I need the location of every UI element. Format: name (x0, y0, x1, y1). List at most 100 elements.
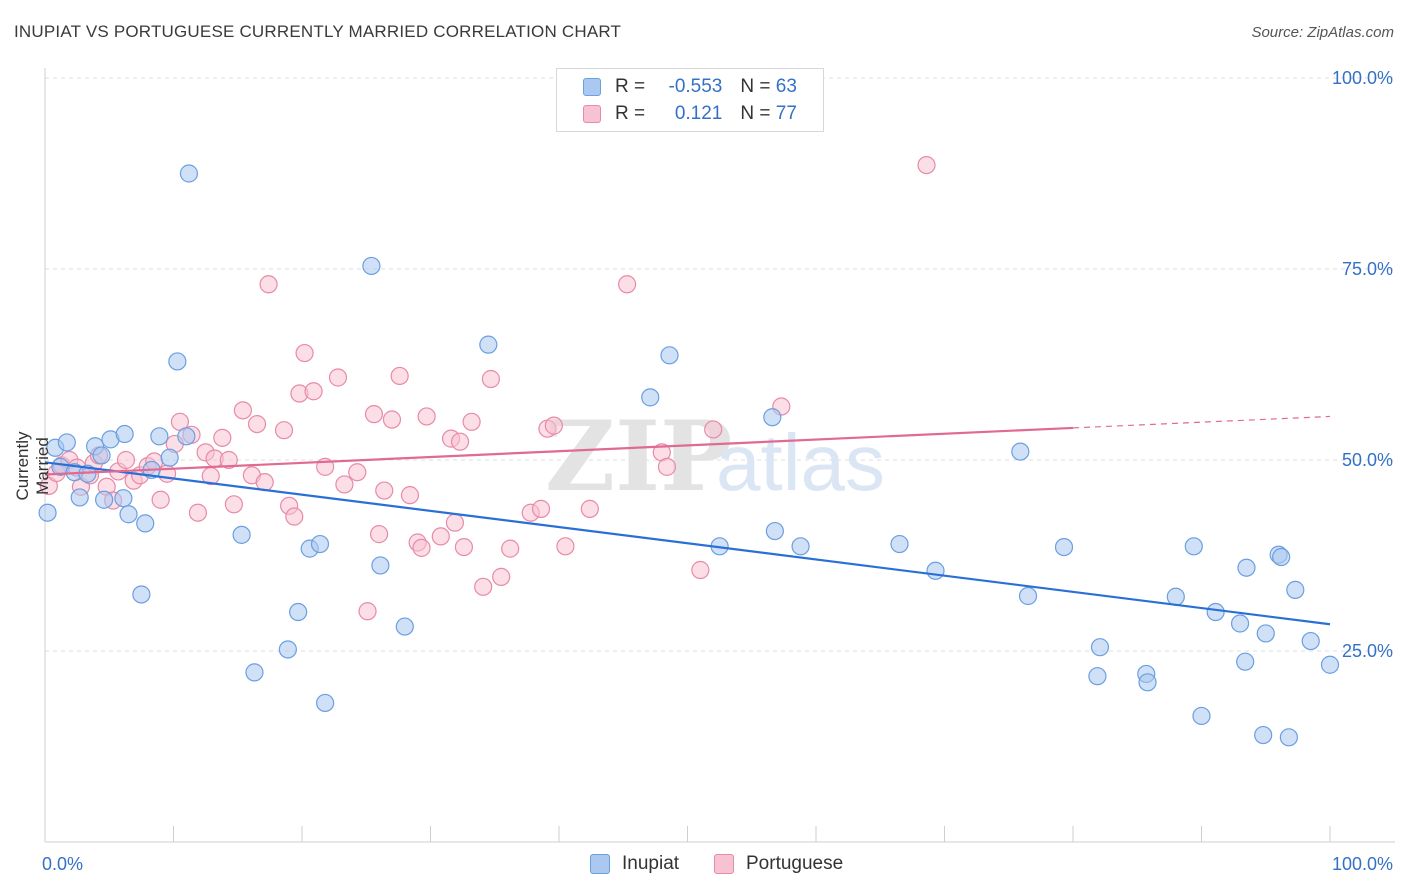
inupiat-point (136, 514, 155, 533)
inupiat-point (278, 640, 297, 659)
portuguese-point (501, 539, 520, 558)
portuguese-point (358, 602, 377, 621)
grid-layer (45, 77, 1395, 652)
watermark-zip: ZIP (545, 400, 732, 513)
portuguese-point (580, 499, 599, 518)
y-tick-label: 50.0% (1342, 450, 1393, 470)
inupiat-point (1054, 537, 1074, 557)
portuguese-point (259, 275, 278, 294)
y-tick-label: 100.0% (1332, 68, 1393, 88)
portuguese-swatch (714, 854, 734, 874)
portuguese-point (375, 481, 394, 500)
inupiat-point (132, 585, 151, 604)
y-tick-label: 25.0% (1342, 641, 1393, 661)
correlation-legend: R = -0.553 N = 63 R = 0.121 N = 77 (556, 68, 824, 132)
legend-row-portuguese: R = 0.121 N = 77 (583, 102, 797, 126)
inupiat-point (479, 335, 498, 354)
portuguese-point (255, 473, 274, 492)
portuguese-point (445, 513, 465, 532)
chart-source: Source: ZipAtlas.com (1251, 24, 1394, 41)
portuguese-point (492, 567, 511, 586)
portuguese-point (348, 463, 367, 482)
portuguese-point (370, 525, 389, 544)
inupiat-point (926, 561, 945, 580)
inupiat-point (763, 408, 782, 427)
inupiat-point (114, 489, 133, 508)
inupiat-point (1301, 631, 1320, 651)
inupiat-point (168, 352, 187, 371)
inupiat-point (641, 388, 660, 407)
portuguese-point (462, 412, 481, 431)
portuguese-point (618, 275, 637, 294)
inupiat-swatch (590, 854, 610, 874)
portuguese-point (285, 507, 304, 526)
tick-layer: 25.0% 50.0% 75.0% 100.0% 0.0% 100.0% (42, 68, 1393, 874)
portuguese-point (247, 414, 267, 434)
portuguese-point (390, 366, 409, 386)
portuguese-point (304, 382, 323, 401)
legend-r-value: 0.121 (674, 103, 723, 124)
portuguese-point (544, 416, 563, 435)
y-tick-label: 75.0% (1342, 259, 1393, 279)
legend-r-label: R = (615, 103, 651, 124)
portuguese-point (417, 407, 436, 426)
inupiat-point (1254, 725, 1273, 745)
inupiat-point (890, 534, 909, 554)
inupiat-trend-line (44, 461, 1331, 626)
portuguese-point (328, 368, 348, 387)
legend-r-label: R = (615, 76, 651, 97)
inupiat-point (232, 525, 251, 544)
portuguese-trend-extension (1072, 415, 1331, 429)
inupiat-point (245, 663, 264, 682)
legend-row-inupiat: R = -0.553 N = 63 (583, 75, 797, 99)
portuguese-point (364, 405, 384, 424)
inupiat-point (791, 537, 810, 556)
axis-layer (44, 68, 1395, 843)
inupiat-point (150, 427, 169, 446)
inupiat-point (1138, 673, 1157, 692)
portuguese-point (657, 457, 677, 476)
inupiat-point (119, 505, 138, 524)
watermark: ZIP atlas (545, 400, 885, 513)
portuguese-point (691, 560, 710, 580)
portuguese-point (431, 527, 450, 546)
inupiat-point (95, 490, 114, 509)
portuguese-point (400, 486, 420, 505)
inupiat-point (395, 617, 414, 636)
portuguese-point (531, 499, 551, 518)
bottom-legend-label: Inupiat (622, 853, 680, 874)
inupiat-swatch (583, 78, 601, 96)
inupiat-point (1286, 580, 1305, 599)
inupiat-point (1279, 728, 1298, 747)
bottom-legend-inupiat: Inupiat (590, 852, 679, 876)
series-inupiat (38, 164, 1340, 747)
inupiat-point (1011, 442, 1030, 461)
inupiat-point (160, 448, 179, 467)
portuguese-trend-line (44, 426, 1074, 476)
legend-r-value: -0.553 (668, 76, 723, 97)
x-tick-label: 0.0% (42, 854, 83, 874)
inupiat-point (1237, 558, 1256, 577)
inupiat-point (371, 556, 390, 575)
watermark-atlas: atlas (716, 418, 885, 507)
inupiat-point (1272, 547, 1291, 567)
inupiat-point (38, 503, 57, 522)
inupiat-point (70, 488, 89, 507)
inupiat-point (1236, 652, 1255, 671)
inupiat-point (289, 602, 308, 622)
portuguese-point (295, 343, 314, 363)
portuguese-point (233, 401, 252, 420)
portuguese-point (474, 577, 493, 596)
inupiat-point (1184, 537, 1203, 556)
portuguese-point (481, 369, 500, 389)
x-tick-label: 100.0% (1332, 854, 1393, 874)
portuguese-point (224, 495, 243, 514)
portuguese-point (219, 450, 238, 470)
portuguese-point (151, 490, 170, 509)
portuguese-point (556, 537, 575, 556)
inupiat-point (316, 693, 335, 713)
trend-layer (44, 415, 1331, 626)
portuguese-point (917, 155, 936, 175)
portuguese-point (412, 538, 431, 557)
